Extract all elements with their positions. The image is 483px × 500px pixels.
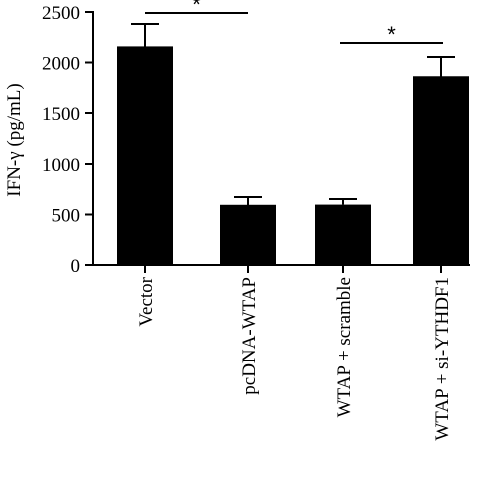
y-tick-label-2: 500 — [52, 205, 81, 226]
x-tick-label-1: Vector — [136, 276, 157, 326]
x-tick-label-2: pcDNA-WTAP — [239, 277, 260, 395]
y-tick-label-6: 2500 — [42, 3, 80, 24]
y-tick-label-3: 1000 — [42, 155, 80, 176]
y-axis-label: IFN-γ (pg/mL) — [4, 83, 25, 196]
x-tick-label-3: WTAP + scramble — [334, 277, 355, 417]
significance-label-1: * — [192, 0, 201, 17]
bar-1 — [117, 46, 173, 265]
bar-2 — [220, 204, 276, 265]
significance-label-2: * — [387, 22, 396, 47]
y-tick-label-1: 0 — [71, 256, 81, 277]
bar-3 — [315, 204, 371, 265]
plot-area: 0 500 1000 1500 2000 2500 Vector pcDNA-WTAP WTAP… — [42, 0, 470, 441]
y-tick-label-4: 1500 — [42, 104, 80, 125]
y-tick-label-5: 2000 — [42, 54, 80, 75]
bar-4 — [413, 76, 469, 266]
x-tick-label-4: WTAP + si-YTHDF1 — [432, 277, 453, 441]
